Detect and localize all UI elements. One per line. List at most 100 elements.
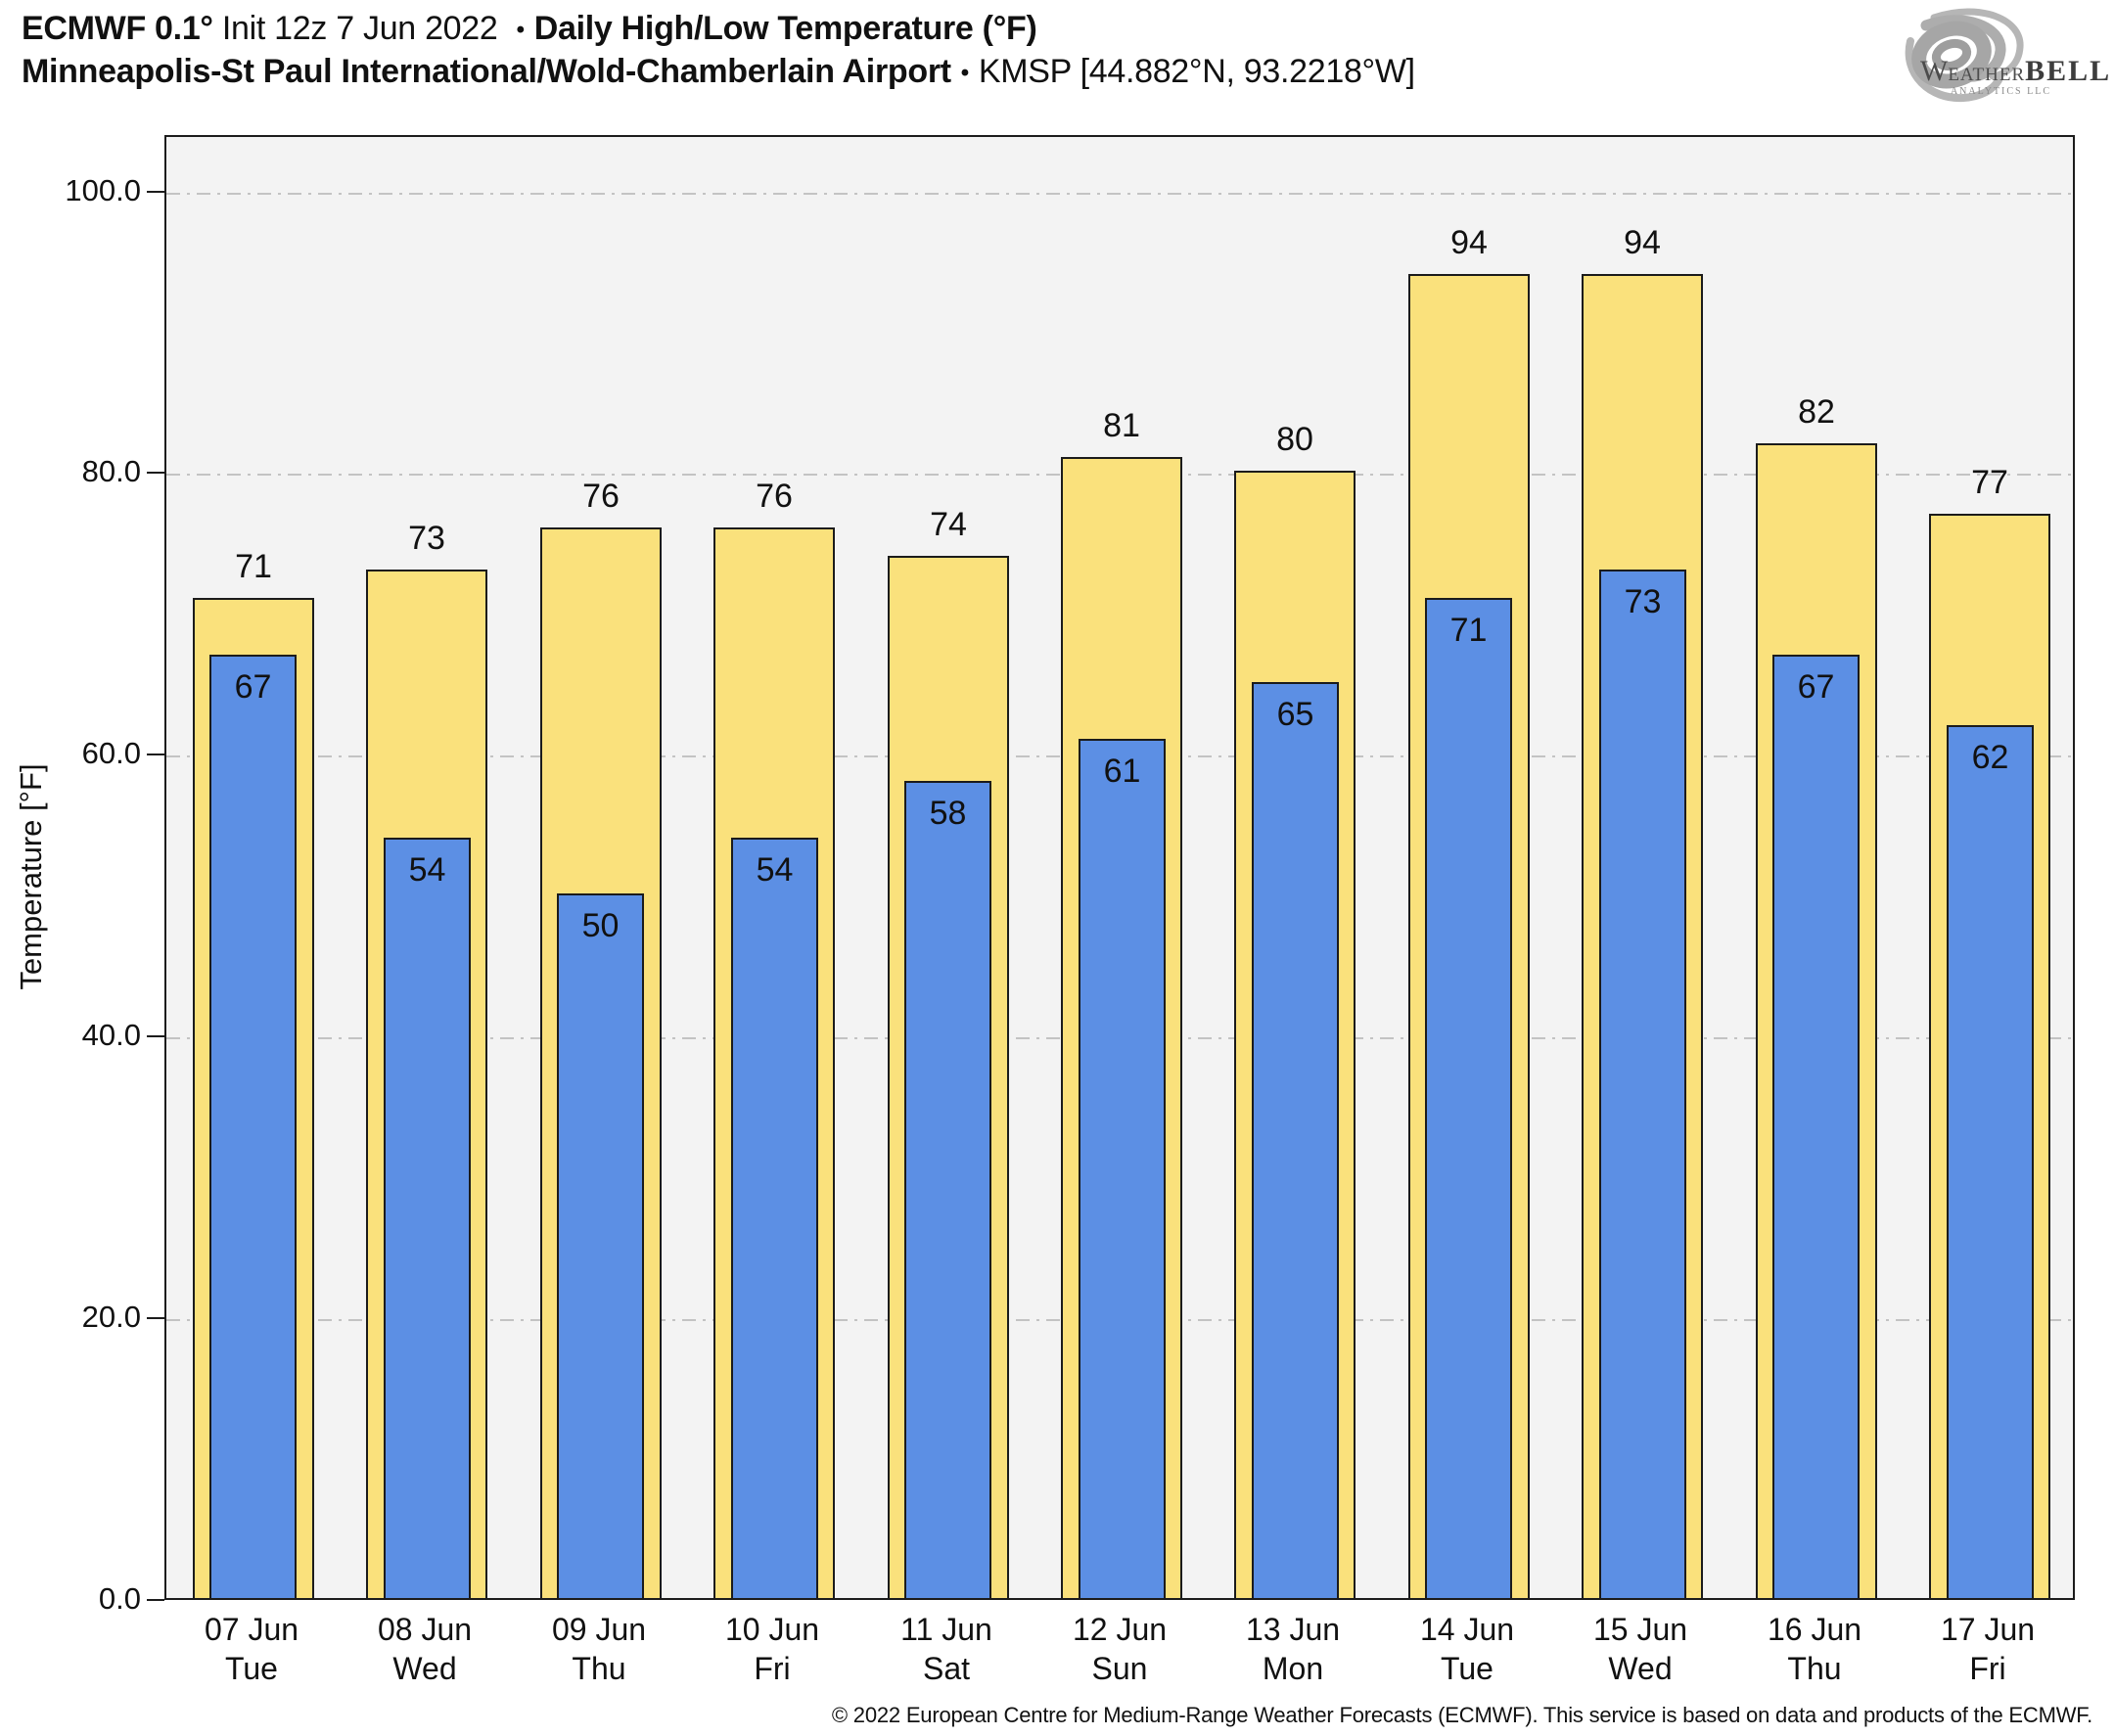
- x-tick-date: 10 Jun: [724, 1612, 820, 1647]
- x-tick-label: 16 Jun Thu: [1726, 1610, 1903, 1688]
- low-value-label: 61: [1103, 753, 1141, 790]
- x-tick-date: 15 Jun: [1592, 1612, 1688, 1647]
- x-tick-label: 13 Jun Mon: [1205, 1610, 1381, 1688]
- high-value-label: 71: [235, 548, 272, 585]
- low-value-label: 67: [234, 668, 272, 706]
- y-tick-mark: [147, 190, 164, 193]
- bar-low-14-Jun: [1425, 598, 1512, 1598]
- x-tick-day: Fri: [754, 1651, 791, 1686]
- low-value-label: 62: [1971, 739, 2009, 776]
- y-tick-mark: [147, 754, 164, 756]
- y-tick-mark: [147, 1599, 164, 1601]
- y-tick-mark: [147, 472, 164, 475]
- x-tick-label: 08 Jun Wed: [337, 1610, 513, 1688]
- x-tick-date: 12 Jun: [1072, 1612, 1168, 1647]
- high-value-label: 81: [1103, 407, 1140, 444]
- x-tick-day: Thu: [572, 1651, 626, 1686]
- bar-low-08-Jun: [384, 838, 471, 1598]
- x-tick-label: 15 Jun Wed: [1552, 1610, 1728, 1688]
- low-value-label: 65: [1276, 696, 1314, 733]
- x-tick-day: Wed: [392, 1651, 457, 1686]
- subtitle-station-coords: KMSP [44.882°N, 93.2218°W]: [978, 53, 1415, 90]
- x-tick-day: Thu: [1787, 1651, 1842, 1686]
- high-value-label: 94: [1624, 224, 1661, 261]
- gridline-100: [166, 192, 2073, 195]
- chart-header: ECMWF 0.1° Init 12z 7 Jun 2022 • Daily Hi…: [22, 8, 1415, 94]
- chart-title-line2: Minneapolis-St Paul International/Wold-C…: [22, 51, 1415, 94]
- low-value-label: 54: [408, 851, 446, 889]
- x-tick-day: Tue: [1441, 1651, 1494, 1686]
- subtitle-bullet: •: [960, 60, 969, 86]
- bar-low-11-Jun: [904, 781, 991, 1598]
- y-tick-label: 100.0: [65, 172, 141, 207]
- x-tick-label: 07 Jun Tue: [163, 1610, 340, 1688]
- weatherbell-logo: WEATHERBELL Analytics LLC: [1897, 4, 2109, 106]
- subtitle-station-name: Minneapolis-St Paul International/Wold-C…: [22, 53, 951, 90]
- low-value-label: 54: [756, 851, 794, 889]
- high-value-label: 76: [582, 478, 620, 515]
- y-tick-label: 40.0: [81, 1018, 141, 1053]
- x-tick-label: 10 Jun Fri: [684, 1610, 860, 1688]
- x-tick-date: 07 Jun: [204, 1612, 299, 1647]
- high-value-label: 80: [1276, 421, 1313, 458]
- bar-low-09-Jun: [557, 893, 644, 1598]
- title-variable: Daily High/Low Temperature (°F): [533, 10, 1037, 47]
- low-value-label: 50: [581, 907, 620, 944]
- x-tick-date: 09 Jun: [551, 1612, 647, 1647]
- y-tick-label: 0.0: [98, 1581, 141, 1616]
- x-tick-date: 14 Jun: [1419, 1612, 1515, 1647]
- x-tick-label: 17 Jun Fri: [1900, 1610, 2076, 1688]
- x-tick-day: Tue: [225, 1651, 278, 1686]
- bar-low-07-Jun: [209, 655, 297, 1598]
- logo-tagline: Analytics LLC: [1950, 86, 2051, 97]
- x-tick-date: 17 Jun: [1940, 1612, 2036, 1647]
- x-tick-label: 11 Jun Sat: [858, 1610, 1034, 1688]
- logo-wordmark: WEATHERBELL: [1920, 55, 2111, 88]
- y-tick-label: 60.0: [81, 736, 141, 771]
- high-value-label: 82: [1798, 393, 1835, 431]
- bar-low-17-Jun: [1947, 725, 2034, 1598]
- y-tick-mark: [147, 1035, 164, 1038]
- high-value-label: 77: [1971, 464, 2008, 501]
- low-value-label: 73: [1624, 583, 1662, 620]
- high-value-label: 76: [756, 478, 793, 515]
- y-tick-mark: [147, 1317, 164, 1320]
- bar-low-15-Jun: [1599, 570, 1686, 1598]
- x-tick-day: Fri: [1969, 1651, 2006, 1686]
- logo-letter-w: W: [1920, 55, 1949, 87]
- chart-title-line1: ECMWF 0.1° Init 12z 7 Jun 2022 • Daily Hi…: [22, 8, 1415, 51]
- title-init: Init 12z 7 Jun 2022: [212, 10, 507, 47]
- x-tick-label: 09 Jun Thu: [511, 1610, 687, 1688]
- high-value-label: 74: [930, 506, 967, 543]
- bar-low-13-Jun: [1252, 682, 1339, 1598]
- x-tick-label: 14 Jun Tue: [1379, 1610, 1555, 1688]
- logo-word-bell: BELL: [2025, 55, 2112, 87]
- x-tick-date: 16 Jun: [1767, 1612, 1862, 1647]
- x-tick-day: Sat: [922, 1651, 971, 1686]
- logo-word-eather: EATHER: [1948, 65, 2026, 85]
- low-value-label: 67: [1797, 668, 1835, 706]
- y-tick-label: 80.0: [81, 454, 141, 489]
- high-value-label: 94: [1450, 224, 1488, 261]
- x-tick-date: 08 Jun: [377, 1612, 473, 1647]
- title-bullet: •: [516, 17, 525, 43]
- x-tick-label: 12 Jun Sun: [1032, 1610, 1208, 1688]
- title-model: ECMWF 0.1°: [22, 10, 213, 47]
- plot-area: 71 67 73 54 76 50 76 54 74 58 81 61 80 65 94 71 94 73 82 67…: [164, 135, 2075, 1600]
- x-tick-date: 11 Jun: [900, 1612, 992, 1647]
- x-tick-day: Wed: [1608, 1651, 1673, 1686]
- high-value-label: 73: [408, 520, 445, 557]
- copyright-notice: © 2022 European Centre for Medium-Range …: [831, 1703, 2092, 1727]
- x-tick-day: Mon: [1262, 1651, 1324, 1686]
- hurricane-swirl-icon: [1905, 8, 2024, 103]
- bar-low-10-Jun: [731, 838, 818, 1598]
- x-tick-day: Sun: [1091, 1651, 1148, 1686]
- y-tick-label: 20.0: [81, 1300, 141, 1335]
- x-tick-date: 13 Jun: [1245, 1612, 1341, 1647]
- bar-low-16-Jun: [1772, 655, 1860, 1598]
- bar-low-12-Jun: [1079, 739, 1166, 1598]
- low-value-label: 71: [1449, 612, 1488, 649]
- low-value-label: 58: [929, 795, 967, 832]
